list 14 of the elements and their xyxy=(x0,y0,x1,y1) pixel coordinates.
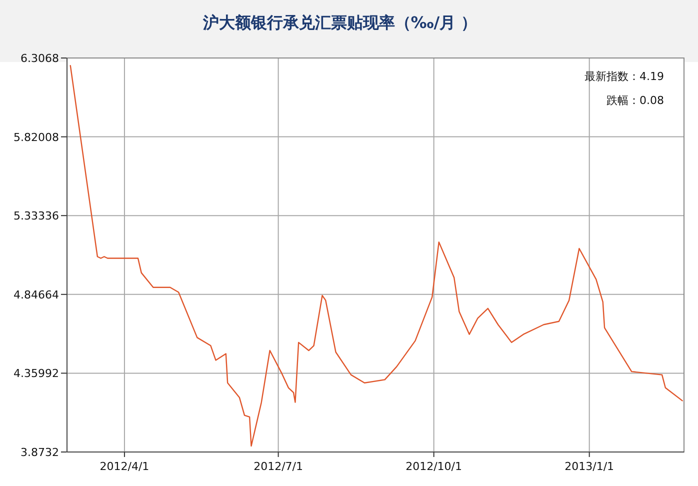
y-tick-label: 6.3068 xyxy=(20,52,59,65)
chart-title: 沪大额银行承兑汇票贴现率（‰/月 ） xyxy=(202,13,478,32)
y-tick-label: 5.33336 xyxy=(14,210,59,223)
line-series xyxy=(70,64,683,447)
y-tick-label: 4.35992 xyxy=(14,367,59,380)
y-tick-label: 5.82008 xyxy=(14,130,59,144)
annotation: 跌幅：0.08 xyxy=(606,94,664,107)
x-tick-label: 2013/1/1 xyxy=(564,460,614,473)
annotation: 最新指数：4.19 xyxy=(584,70,664,83)
y-tick-label: 4.84664 xyxy=(14,288,59,302)
x-tick-label: 2012/10/1 xyxy=(406,460,462,473)
x-tick-label: 2012/4/1 xyxy=(100,460,150,473)
x-tick-label: 2012/7/1 xyxy=(254,460,304,473)
y-tick-label: 3.8732 xyxy=(20,446,59,459)
